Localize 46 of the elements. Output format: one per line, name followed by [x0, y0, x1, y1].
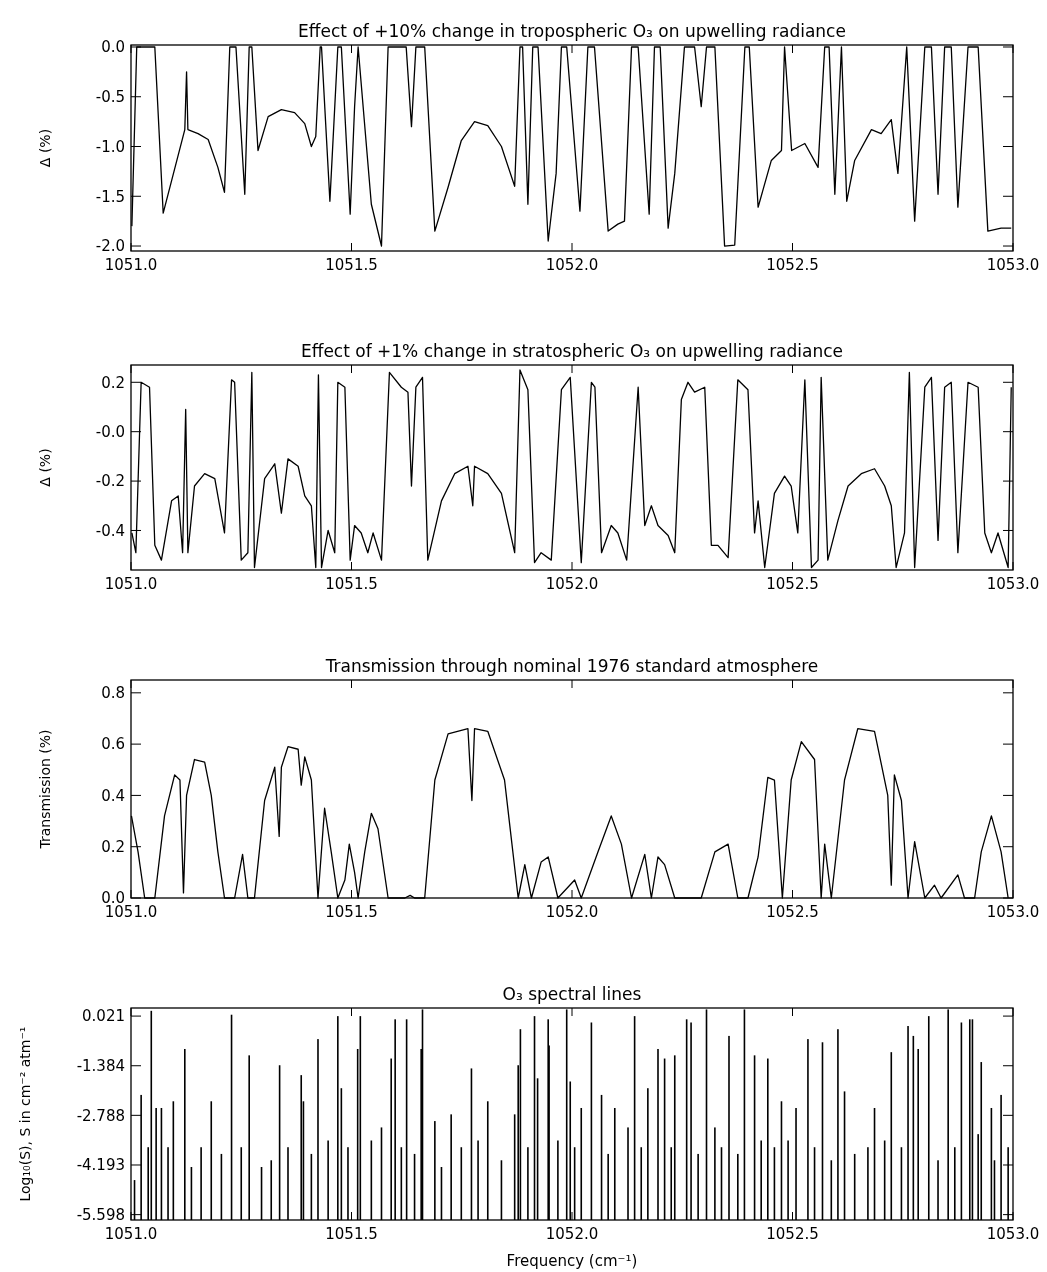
x-tick-label: 1053.0 [986, 1225, 1040, 1243]
x-tick-label: 1052.0 [545, 256, 599, 274]
y-tick-label: 0.8 [101, 684, 125, 703]
y-tick-label: -1.384 [76, 1056, 125, 1075]
y-tick-label: 0.4 [101, 786, 125, 805]
y-axis-title: Log₁₀(S), S in cm⁻² atm⁻¹ [17, 1026, 33, 1202]
y-tick-label: -0.0 [95, 422, 125, 441]
x-tick-label: 1052.0 [545, 903, 599, 921]
x-tick-label: 1051.5 [325, 903, 378, 921]
x-tick-label: 1053.0 [986, 575, 1040, 593]
x-tick-label: 1051.5 [325, 256, 378, 274]
y-tick-label: -1.5 [95, 187, 125, 206]
x-tick-label: 1052.5 [766, 1225, 819, 1243]
y-tick-label: -2.0 [95, 237, 125, 256]
x-tick-label: 1052.0 [545, 1225, 599, 1243]
y-axis-title: Δ (%) [37, 448, 53, 487]
chart-title: Effect of +10% change in tropospheric O₃ on upwelling radiance [298, 21, 846, 41]
y-tick-label: -5.598 [76, 1205, 125, 1224]
x-axis-title: Frequency (cm⁻¹) [506, 1252, 638, 1270]
x-tick-label: 1051.0 [104, 1225, 158, 1243]
y-tick-label: 0.6 [101, 735, 125, 754]
y-tick-label: 0.2 [101, 837, 125, 856]
chart-title: O₃ spectral lines [502, 984, 642, 1004]
x-tick-label: 1051.5 [325, 1225, 378, 1243]
x-tick-label: 1051.0 [104, 256, 158, 274]
y-tick-label: -0.2 [95, 472, 125, 491]
y-tick-label: -4.193 [76, 1156, 125, 1175]
x-tick-label: 1053.0 [986, 903, 1040, 921]
y-tick-label: 0.0 [101, 38, 125, 57]
y-tick-label: -0.5 [95, 88, 125, 106]
x-tick-label: 1051.0 [104, 575, 158, 593]
y-axis-title: Δ (%) [37, 128, 53, 168]
y-tick-label: 0.021 [82, 1007, 125, 1026]
x-tick-label: 1053.0 [986, 256, 1040, 274]
x-tick-label: 1052.5 [766, 256, 819, 274]
x-tick-label: 1052.5 [766, 903, 819, 921]
y-tick-label: 0.2 [101, 373, 125, 392]
x-tick-label: 1052.0 [545, 575, 599, 593]
chart-title: Effect of +1% change in stratospheric O₃ on upwelling radiance [300, 341, 844, 361]
x-tick-label: 1052.5 [766, 575, 819, 593]
x-tick-label: 1051.5 [325, 575, 378, 593]
y-axis-title: Transmission (%) [37, 729, 53, 850]
chart-title: Transmission through nominal 1976 standard atmosphere [324, 656, 819, 676]
y-tick-label: -1.0 [95, 137, 125, 156]
y-tick-label: -0.4 [95, 521, 125, 540]
y-tick-label: -2.788 [76, 1106, 125, 1125]
